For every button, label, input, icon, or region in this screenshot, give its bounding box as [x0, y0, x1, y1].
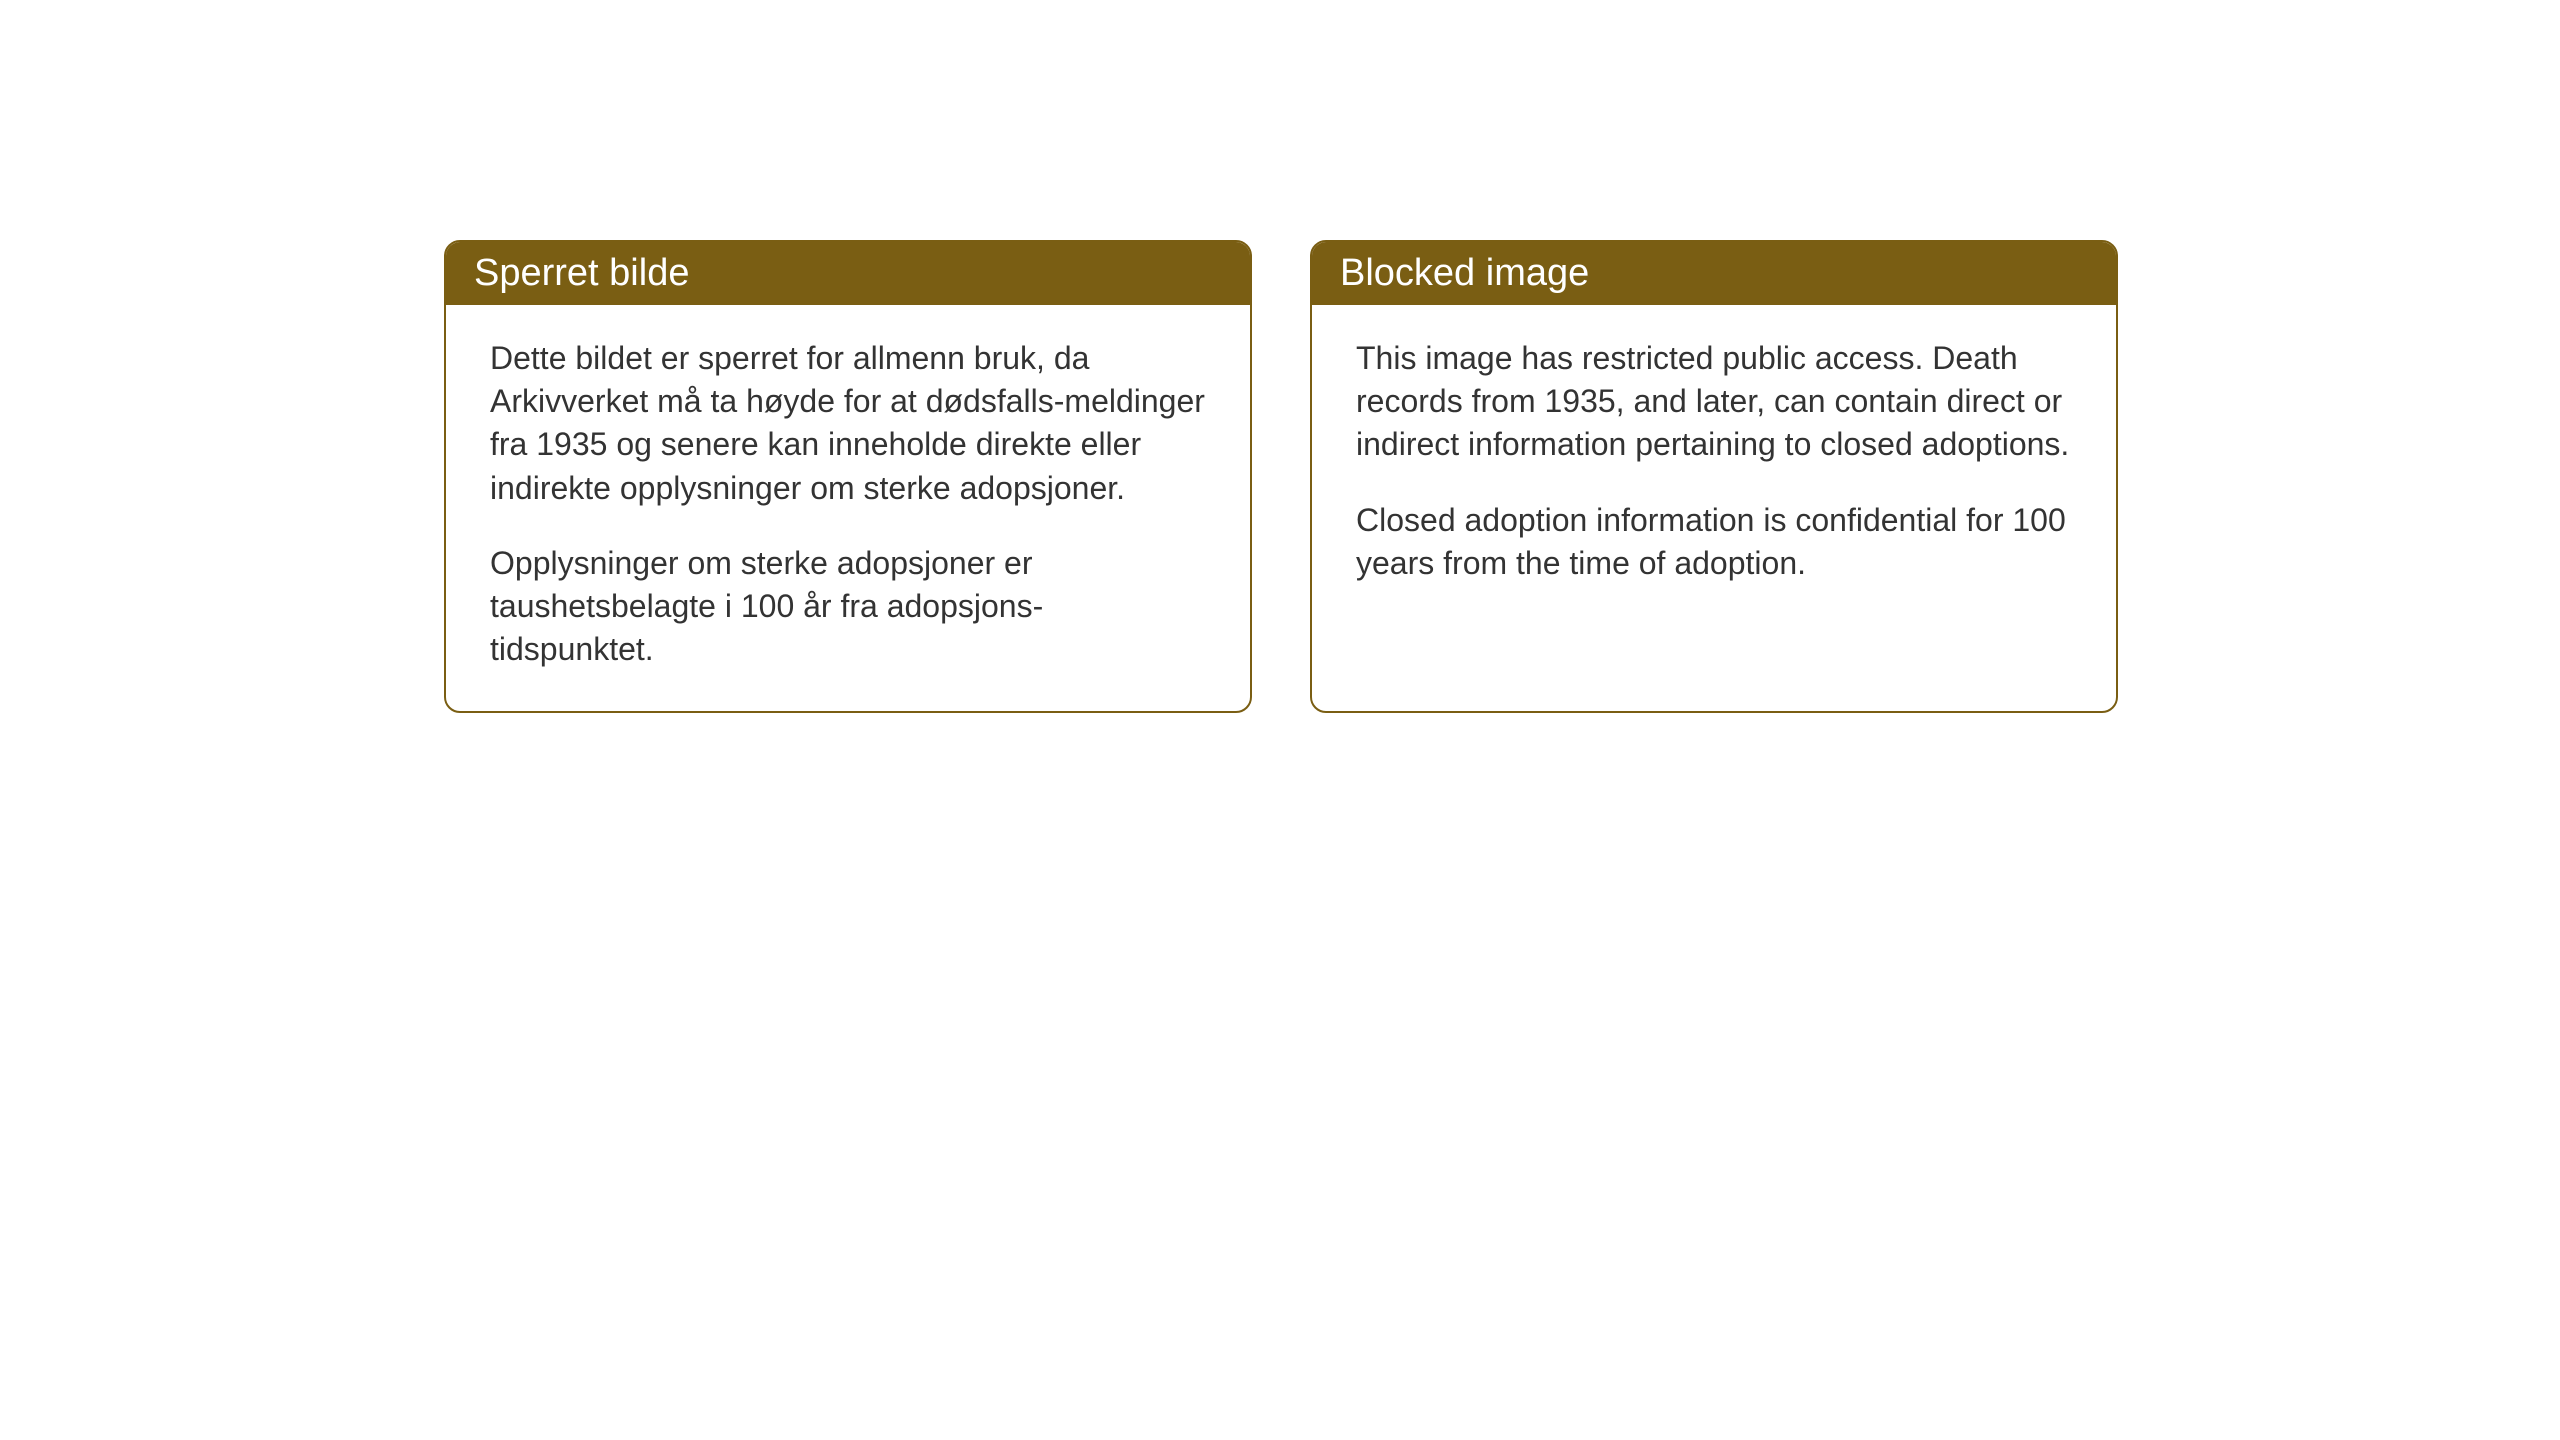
- card-paragraph: Dette bildet er sperret for allmenn bruk…: [490, 337, 1206, 510]
- card-header-norwegian: Sperret bilde: [446, 242, 1250, 305]
- card-paragraph: Opplysninger om sterke adopsjoner er tau…: [490, 542, 1206, 672]
- cards-container: Sperret bilde Dette bildet er sperret fo…: [444, 240, 2560, 713]
- card-paragraph: Closed adoption information is confident…: [1356, 499, 2072, 585]
- card-paragraph: This image has restricted public access.…: [1356, 337, 2072, 467]
- card-english: Blocked image This image has restricted …: [1310, 240, 2118, 713]
- card-body-norwegian: Dette bildet er sperret for allmenn bruk…: [446, 305, 1250, 711]
- card-header-english: Blocked image: [1312, 242, 2116, 305]
- card-title: Sperret bilde: [474, 252, 689, 294]
- card-norwegian: Sperret bilde Dette bildet er sperret fo…: [444, 240, 1252, 713]
- card-title: Blocked image: [1340, 252, 1589, 294]
- card-body-english: This image has restricted public access.…: [1312, 305, 2116, 625]
